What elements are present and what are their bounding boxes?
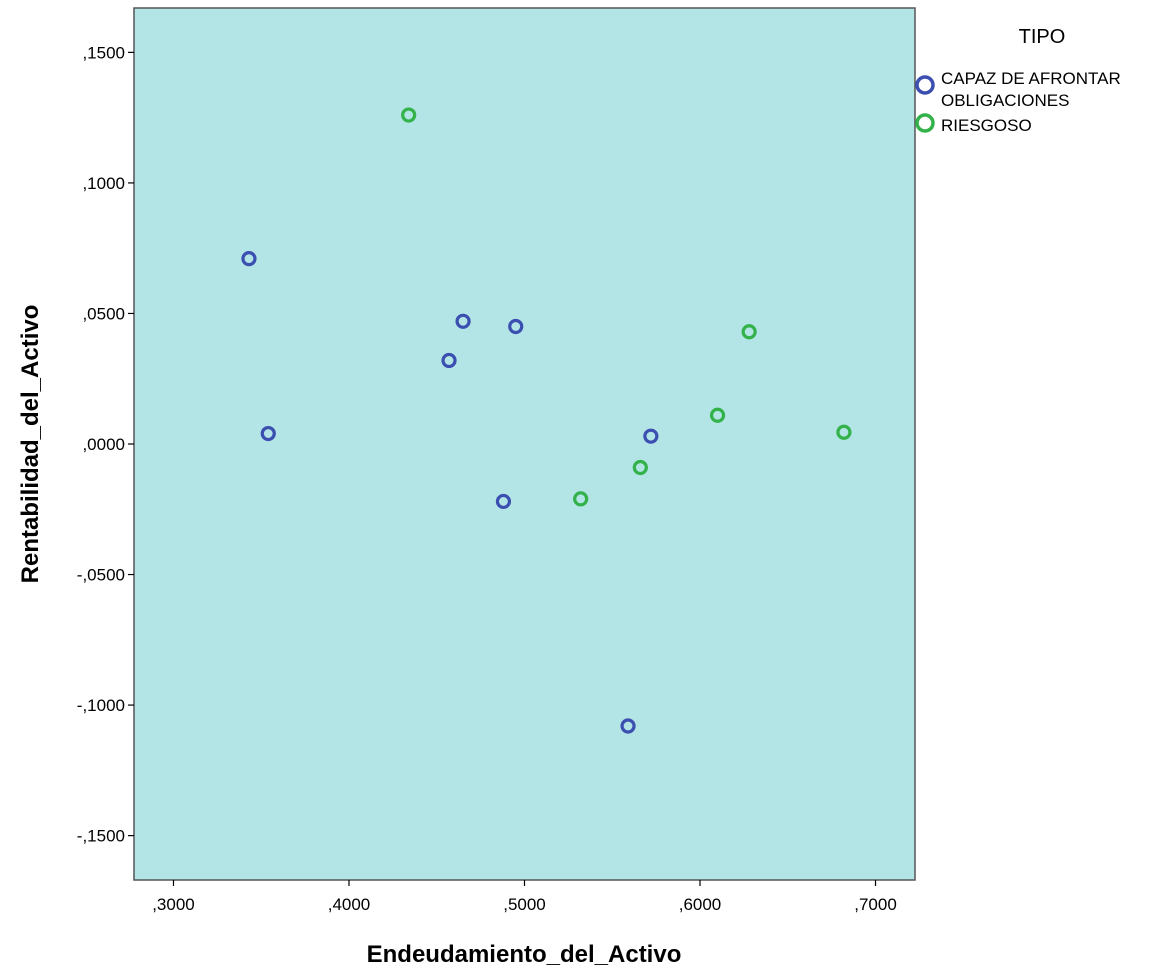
data-point-capaz (260, 425, 276, 442)
legend-label-capaz-line1: CAPAZ DE AFRONTAR (941, 69, 1121, 88)
data-point-capaz (441, 352, 457, 369)
x-tick-label: ,7000 (854, 895, 897, 914)
plot-area (133, 7, 916, 881)
legend-label-riesgoso: RIESGOSO (941, 116, 1032, 135)
data-point-capaz (495, 493, 512, 510)
legend-entry-capaz: CAPAZ DE AFRONTAR OBLIGACIONES (915, 69, 1121, 110)
data-point-riesgoso (401, 107, 417, 123)
y-tick-label: ,1000 (82, 174, 125, 193)
x-tick-label: ,6000 (679, 895, 722, 914)
legend-label-capaz-line2: OBLIGACIONES (941, 91, 1069, 110)
y-axis-title: Rentabilidad_del_Activo (17, 305, 44, 584)
y-tick-label: ,0500 (82, 304, 125, 323)
x-tick-label: ,4000 (328, 895, 371, 914)
data-point-capaz (241, 251, 257, 267)
data-point-riesgoso (709, 407, 726, 423)
y-tick-label: -,1000 (77, 696, 125, 715)
data-point-capaz (643, 428, 659, 444)
legend: TIPO CAPAZ DE AFRONTAR OBLIGACIONES RIES… (915, 26, 1121, 135)
x-tick-label: ,5000 (503, 895, 546, 914)
y-tick-label: -,0500 (77, 566, 125, 585)
legend-entry-riesgoso: RIESGOSO (915, 113, 1032, 135)
y-tick-label: ,1500 (82, 43, 125, 62)
data-point-riesgoso (741, 324, 757, 340)
y-tick-label: ,0000 (82, 435, 125, 454)
data-point-capaz (455, 313, 471, 329)
data-point-riesgoso (836, 424, 852, 440)
data-point-capaz (508, 318, 524, 335)
legend-marker-capaz-icon (915, 75, 935, 95)
legend-marker-riesgoso-icon (915, 113, 935, 133)
y-axis: ,1500 ,1000 ,0500 ,0000 -,0500 -,1000 -,1500 (77, 43, 134, 846)
data-point-riesgoso (573, 491, 589, 507)
x-axis: ,3000 ,4000 ,5000 ,6000 ,7000 (152, 880, 897, 914)
x-tick-label: ,3000 (152, 895, 195, 914)
x-axis-title: Endeudamiento_del_Activo (367, 941, 682, 968)
y-tick-label: -,1500 (77, 827, 125, 846)
data-point-capaz (620, 718, 636, 734)
data-point-riesgoso (632, 459, 648, 476)
data-points (241, 107, 852, 734)
legend-title: TIPO (1019, 26, 1066, 48)
